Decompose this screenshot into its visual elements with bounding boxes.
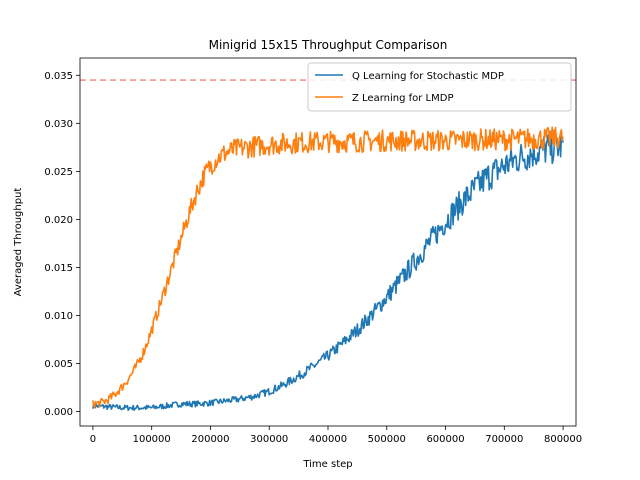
x-tick-label: 700000 [485, 434, 523, 445]
series-line-0 [92, 130, 564, 412]
legend: Q Learning for Stochastic MDP Z Learning… [307, 62, 572, 112]
x-tick-label: 100000 [133, 434, 171, 445]
y-axis-ticks: 0.000 0.005 0.010 0.015 0.020 0.025 0.030 0.035 [44, 71, 80, 418]
x-axis-ticks: 0 100000 200000 300000 400000 500000 600000 700… [90, 426, 582, 445]
y-tick-label: 0.010 [44, 311, 73, 322]
y-tick-label: 0.020 [44, 215, 73, 226]
x-tick-label: 200000 [191, 434, 229, 445]
legend-label-q-learning: Q Learning for Stochastic MDP [352, 71, 504, 82]
x-tick-label: 400000 [309, 434, 347, 445]
x-tick-label: 800000 [544, 434, 582, 445]
y-tick-label: 0.035 [44, 71, 73, 82]
x-tick-label: 300000 [250, 434, 288, 445]
legend-box [307, 62, 572, 112]
legend-label-z-learning: Z Learning for LMDP [352, 93, 453, 104]
x-axis-label: Time step [302, 459, 352, 470]
plot-frame [79, 57, 577, 427]
y-tick-label: 0.015 [44, 263, 73, 274]
y-tick-label: 0.030 [44, 119, 73, 130]
x-tick-label: 0 [90, 434, 96, 445]
y-tick-label: 0.005 [44, 359, 73, 370]
series-line-1 [92, 126, 564, 409]
y-axis-label: Averaged Throughput [13, 188, 24, 297]
x-tick-label: 500000 [368, 434, 406, 445]
y-tick-label: 0.025 [44, 167, 73, 178]
x-tick-label: 600000 [426, 434, 464, 445]
chart-title: Minigrid 15x15 Throughput Comparison [209, 38, 448, 52]
y-tick-label: 0.000 [44, 407, 73, 418]
